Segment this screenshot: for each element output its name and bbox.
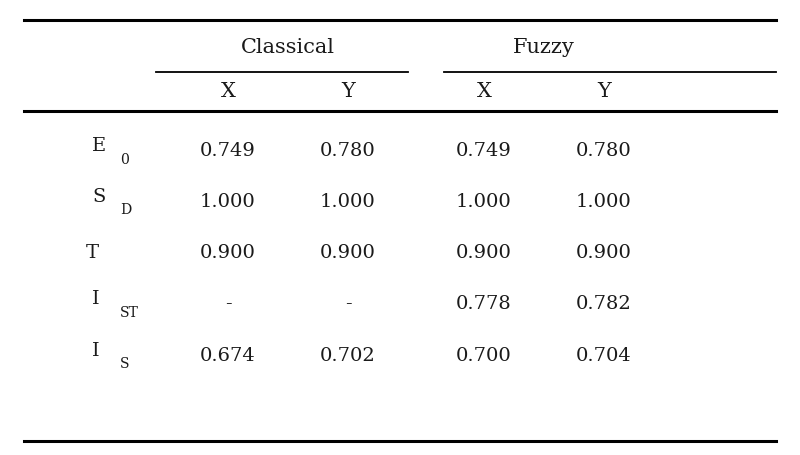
Text: -: -	[225, 294, 231, 313]
Text: 1.000: 1.000	[576, 192, 632, 210]
Text: 0.700: 0.700	[456, 346, 512, 364]
Text: Y: Y	[341, 81, 355, 101]
Text: 0.900: 0.900	[576, 243, 632, 262]
Text: I: I	[92, 289, 100, 308]
Text: 0.782: 0.782	[576, 294, 632, 313]
Text: S: S	[92, 187, 106, 205]
Text: 0.674: 0.674	[200, 346, 256, 364]
Text: Fuzzy: Fuzzy	[513, 38, 575, 57]
Text: 0.780: 0.780	[320, 142, 376, 160]
Text: 0: 0	[120, 153, 129, 167]
Text: ST: ST	[120, 305, 139, 319]
Text: 0.780: 0.780	[576, 142, 632, 160]
Text: 0.749: 0.749	[456, 142, 512, 160]
Text: Y: Y	[597, 81, 611, 101]
Text: -: -	[345, 294, 351, 313]
Text: 1.000: 1.000	[200, 192, 256, 210]
Text: S: S	[120, 357, 130, 371]
Text: 0.900: 0.900	[320, 243, 376, 262]
Text: 1.000: 1.000	[320, 192, 376, 210]
Text: X: X	[221, 81, 235, 101]
Text: 1.000: 1.000	[456, 192, 512, 210]
Text: T: T	[86, 243, 98, 262]
Text: D: D	[120, 203, 131, 217]
Text: Classical: Classical	[241, 38, 335, 57]
Text: X: X	[477, 81, 491, 101]
Text: 0.704: 0.704	[576, 346, 632, 364]
Text: 0.900: 0.900	[456, 243, 512, 262]
Text: 0.778: 0.778	[456, 294, 512, 313]
Text: I: I	[92, 341, 100, 359]
Text: 0.900: 0.900	[200, 243, 256, 262]
Text: 0.749: 0.749	[200, 142, 256, 160]
Text: E: E	[92, 137, 106, 155]
Text: 0.702: 0.702	[320, 346, 376, 364]
